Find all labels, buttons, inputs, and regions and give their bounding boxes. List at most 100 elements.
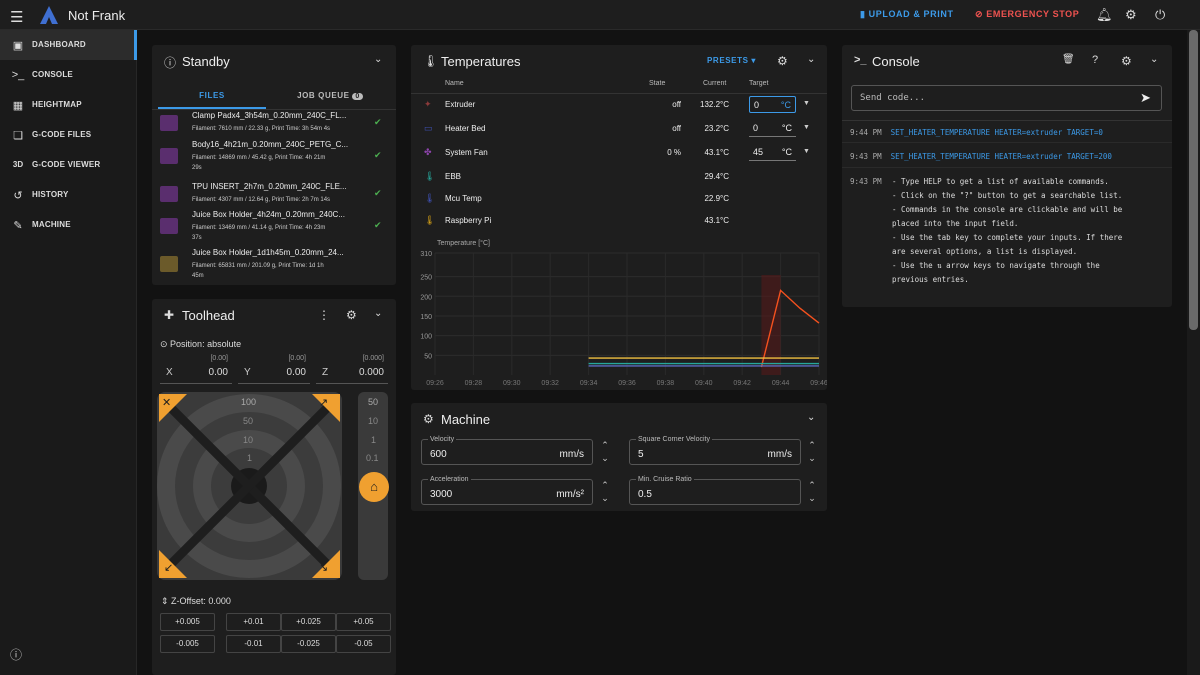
- trash-icon[interactable]: 🗑︎: [1062, 54, 1075, 65]
- min-cruise-ratio-field[interactable]: Min. Cruise Ratio 0.5: [629, 476, 801, 505]
- upload-print-button[interactable]: ▮ UPLOAD & PRINT: [860, 9, 954, 19]
- z-step-50[interactable]: 50: [368, 397, 379, 407]
- console-input[interactable]: Send code... ➤: [851, 85, 1162, 111]
- extruder-target-input[interactable]: 0 °C: [749, 96, 796, 113]
- step-10[interactable]: 10: [243, 435, 254, 445]
- sidebar-item-dashboard[interactable]: ▣ DASHBOARD: [0, 30, 137, 60]
- presets-button[interactable]: PRESETS ▾: [707, 56, 756, 65]
- square-corner-velocity-unit: mm/s: [767, 449, 792, 460]
- heater-name: Heater Bed: [445, 124, 486, 133]
- zoffset-up-001[interactable]: +0.01: [226, 613, 281, 631]
- acceleration-stepper[interactable]: ⌃ ⌄: [601, 480, 609, 503]
- home-z-icon[interactable]: ↘: [319, 562, 329, 574]
- chart-xtick: 09:42: [733, 380, 751, 387]
- gear-icon[interactable]: ⚙: [1121, 54, 1132, 68]
- z-step-10[interactable]: 10: [368, 416, 379, 426]
- z-step-1[interactable]: 1: [371, 435, 377, 445]
- collapse-icon[interactable]: ⌄: [807, 412, 816, 423]
- zoffset-up-0005[interactable]: +0.005: [160, 613, 215, 631]
- file-row[interactable]: Juice Box Holder_4h24m_0.20mm_240C... Fi…: [152, 206, 392, 250]
- chart-xtick: 09:26: [426, 380, 444, 387]
- sidebar-item-console[interactable]: >_ CONSOLE: [0, 60, 137, 90]
- sidebar-item-gcode-files[interactable]: ❏ G-CODE FILES: [0, 120, 137, 150]
- file-meta-line: 29s: [192, 165, 202, 171]
- tab-files-label: FILES: [199, 91, 225, 100]
- sidebar-item-history[interactable]: ↺ HISTORY: [0, 180, 137, 210]
- y-position-field[interactable]: [0.00] Y 0.00: [238, 355, 310, 384]
- square-corner-velocity-stepper[interactable]: ⌃ ⌄: [808, 440, 816, 463]
- power-icon[interactable]: ⏻: [1155, 7, 1166, 22]
- acceleration-field[interactable]: Acceleration 3000 mm/s²: [421, 476, 593, 505]
- square-corner-velocity-field[interactable]: Square Corner Velocity 5 mm/s: [629, 436, 801, 465]
- file-meta-line: 45m: [192, 273, 204, 279]
- file-row[interactable]: Clamp Padx4_3h54m_0.20mm_240C_FL... Fila…: [152, 107, 392, 137]
- settings-icon[interactable]: ⚙: [1125, 7, 1137, 22]
- menu-icon[interactable]: ☰: [10, 9, 24, 26]
- sensor-row-rpi: 🌡 Raspberry Pi 43.1°C: [411, 209, 826, 231]
- collapse-icon[interactable]: ⌄: [807, 54, 816, 65]
- file-icon: ❏: [13, 130, 23, 142]
- scrollbar-thumb[interactable]: [1189, 30, 1198, 330]
- sidebar-item-label: DASHBOARD: [32, 40, 86, 49]
- home-y-icon[interactable]: ↙: [164, 562, 174, 574]
- collapse-icon[interactable]: ⌄: [374, 308, 383, 319]
- xy-jog-control[interactable]: [157, 392, 342, 580]
- page-scrollbar[interactable]: [1187, 30, 1200, 675]
- step-50[interactable]: 50: [243, 416, 254, 426]
- step-1[interactable]: 1: [247, 453, 253, 463]
- file-row[interactable]: TPU INSERT_2h7m_0.20mm_240C_FLE... Filam…: [152, 178, 392, 208]
- heater-row-extruder[interactable]: ✦ Extruder off 132.2°C 0 °C ▼: [411, 93, 826, 117]
- send-icon[interactable]: ➤: [1140, 90, 1151, 105]
- heater-row-fan[interactable]: ✤ System Fan 0 % 43.1°C 45 °C ▼: [411, 141, 826, 165]
- home-xy-icon[interactable]: ✕: [162, 397, 172, 409]
- zoffset-up-005[interactable]: +0.05: [336, 613, 391, 631]
- x-position-field[interactable]: [0.00] X 0.00: [160, 355, 232, 384]
- console-entry[interactable]: 9:43 PM SET_HEATER_TEMPERATURE HEATER=ex…: [850, 152, 1112, 161]
- chevron-down-icon[interactable]: ▼: [803, 148, 810, 155]
- help-button[interactable]: ?: [1092, 54, 1099, 66]
- sidebar-item-heightmap[interactable]: ▦ HEIGHTMAP: [0, 90, 137, 120]
- file-thumbnail: [160, 256, 178, 272]
- collapse-icon[interactable]: ⌄: [1150, 54, 1159, 65]
- home-z-button[interactable]: ⌂: [359, 472, 389, 502]
- console-entry[interactable]: 9:44 PM SET_HEATER_TEMPERATURE HEATER=ex…: [850, 128, 1103, 137]
- console-help-line: - Use the tab key to complete your input…: [892, 233, 1123, 242]
- tab-files[interactable]: FILES: [158, 83, 266, 109]
- help-icon[interactable]: ⓘ: [10, 648, 23, 662]
- console-icon: >_: [854, 54, 867, 66]
- 3d-icon: 3D: [12, 160, 24, 169]
- chevron-down-icon[interactable]: ▼: [803, 124, 810, 131]
- zoffset-down-0025[interactable]: -0.025: [281, 635, 336, 653]
- zoffset-down-001[interactable]: -0.01: [226, 635, 281, 653]
- sidebar-item-gcode-viewer[interactable]: 3D G-CODE VIEWER: [0, 150, 137, 180]
- check-icon: ✔: [374, 220, 382, 230]
- file-row[interactable]: Body16_4h21m_0.20mm_240C_PETG_C... Filam…: [152, 136, 392, 180]
- z-step-0-1[interactable]: 0.1: [366, 453, 379, 463]
- zoffset-down-005[interactable]: -0.05: [336, 635, 391, 653]
- collapse-icon[interactable]: ⌄: [374, 54, 383, 65]
- chevron-down-icon[interactable]: ▼: [803, 100, 810, 107]
- z-position-field[interactable]: [0.000] Z 0.000: [316, 355, 388, 384]
- emergency-stop-button[interactable]: ⊘ EMERGENCY STOP: [975, 9, 1080, 19]
- heater-row-bed[interactable]: ▭ Heater Bed off 23.2°C 0 °C ▼: [411, 117, 826, 141]
- console-help-line: placed into the input field.: [892, 219, 1019, 228]
- velocity-stepper[interactable]: ⌃ ⌄: [601, 440, 609, 463]
- gear-icon[interactable]: ⚙: [777, 54, 788, 68]
- velocity-field[interactable]: Velocity 600 mm/s: [421, 436, 593, 465]
- min-cruise-ratio-stepper[interactable]: ⌃ ⌄: [808, 480, 816, 503]
- step-100[interactable]: 100: [241, 397, 257, 407]
- check-icon: ✔: [374, 117, 382, 127]
- home-x-icon[interactable]: ↗: [319, 397, 329, 409]
- bell-icon[interactable]: 🔔︎: [1096, 7, 1113, 22]
- file-row[interactable]: Juice Box Holder_1d1h45m_0.20mm_24... Fi…: [152, 244, 392, 285]
- fan-target-input[interactable]: 45 °C: [749, 144, 796, 161]
- tab-job-queue[interactable]: JOB QUEUE 0: [276, 83, 384, 109]
- y-position-bracket: [0.00]: [288, 355, 306, 362]
- gear-icon[interactable]: ⚙: [346, 308, 357, 322]
- more-icon[interactable]: ⋮: [318, 308, 330, 322]
- sidebar-item-machine[interactable]: ✎ MACHINE: [0, 210, 137, 240]
- divider: [842, 120, 1172, 121]
- zoffset-up-0025[interactable]: +0.025: [281, 613, 336, 631]
- zoffset-down-0005[interactable]: -0.005: [160, 635, 215, 653]
- bed-target-input[interactable]: 0 °C: [749, 120, 796, 137]
